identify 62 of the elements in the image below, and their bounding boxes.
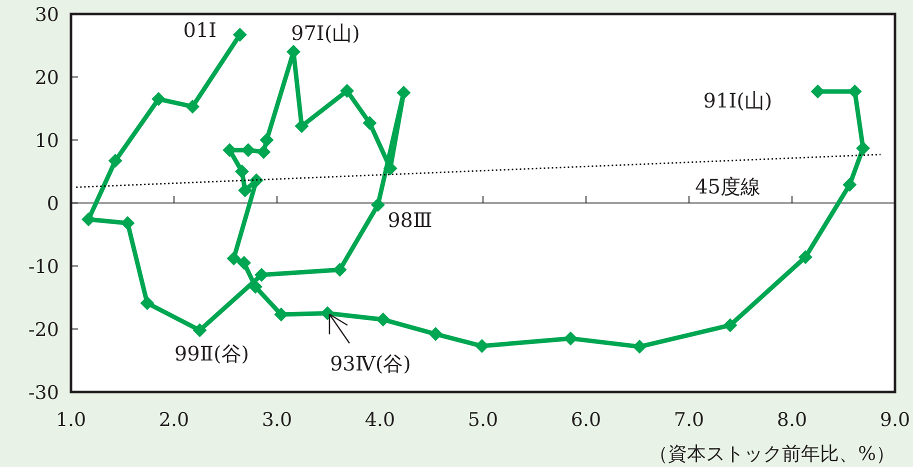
y-tick-label: -20	[28, 319, 59, 341]
point	[370, 198, 385, 212]
point	[249, 173, 264, 188]
point	[260, 133, 274, 147]
point	[320, 306, 334, 320]
point	[332, 262, 347, 277]
point	[226, 251, 241, 266]
point	[848, 84, 862, 98]
point	[294, 119, 309, 134]
x-tick-label: 2.0	[158, 409, 190, 431]
point	[274, 308, 288, 322]
y-tick-label: 20	[34, 67, 59, 89]
annotation: 45度線	[695, 174, 761, 199]
point	[120, 216, 135, 230]
x-tick-label: 9.0	[880, 409, 910, 431]
annotation: 91Ⅰ(山)	[703, 88, 772, 112]
y-tick-label: 0	[46, 193, 59, 215]
point	[108, 154, 122, 168]
x-tick-label: 5.0	[468, 409, 498, 431]
point	[810, 84, 825, 98]
x-tick-label: 4.0	[364, 409, 396, 431]
annotation: 93Ⅳ(谷)	[330, 351, 411, 376]
point	[152, 92, 166, 106]
x-axis-title: （資本ストック前年比、%）	[648, 443, 895, 465]
point	[856, 141, 870, 156]
y-tick-label: 10	[34, 130, 59, 152]
x-tick-label: 3.0	[262, 409, 292, 431]
point	[632, 340, 647, 354]
point	[234, 164, 249, 178]
point	[723, 318, 738, 332]
point	[798, 250, 812, 264]
point	[376, 312, 390, 327]
x-tick-label: 6.0	[570, 409, 602, 431]
point	[362, 116, 377, 130]
point	[222, 143, 237, 158]
point	[186, 100, 200, 114]
x-tick-label: 7.0	[674, 409, 704, 431]
point	[192, 323, 207, 338]
point	[241, 143, 256, 158]
y-tick-label: -10	[28, 256, 59, 278]
y-tick-label: 30	[34, 4, 59, 26]
point	[254, 268, 269, 282]
annotation: 01Ⅰ	[183, 18, 217, 42]
y-tick-label: -30	[28, 382, 59, 404]
point	[396, 86, 411, 100]
point	[82, 212, 96, 226]
annotation: 99Ⅱ(谷)	[174, 341, 250, 366]
x-tick-label: 8.0	[776, 409, 808, 431]
point	[564, 331, 578, 346]
point	[428, 327, 443, 342]
point	[340, 84, 354, 98]
annotation: 98Ⅲ	[388, 208, 432, 232]
point	[237, 256, 252, 270]
point	[140, 296, 154, 310]
point	[248, 280, 262, 294]
x-tick-label: 1.0	[56, 409, 86, 431]
point	[232, 28, 247, 42]
point	[474, 339, 489, 354]
point	[842, 178, 857, 192]
annotation: 97Ⅰ(山)	[290, 20, 360, 45]
point	[256, 144, 271, 159]
point	[238, 183, 252, 198]
